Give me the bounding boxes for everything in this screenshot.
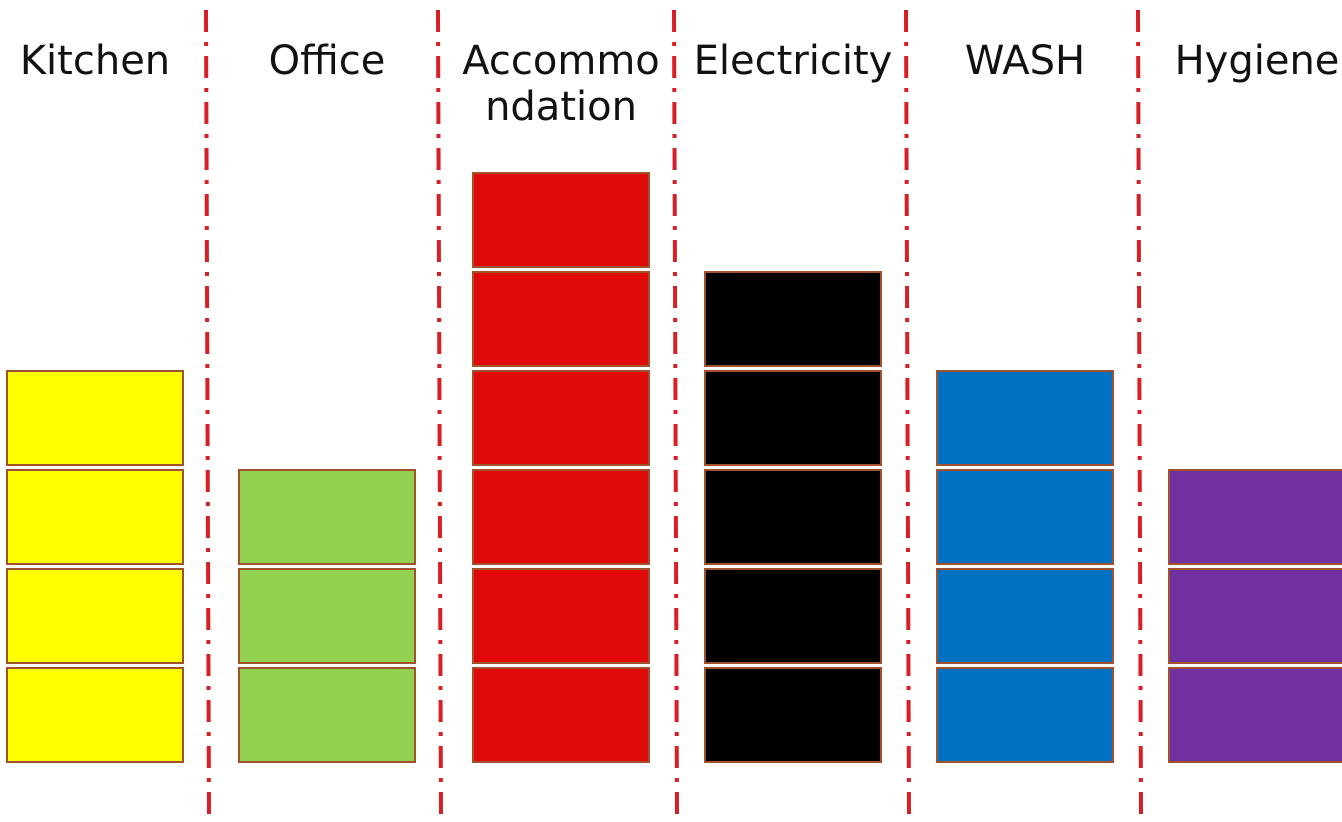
bar-block-wash-1	[936, 667, 1114, 763]
bar-block-office-1	[238, 667, 416, 763]
bar-block-kitchen-4	[6, 370, 184, 466]
column-divider-2	[436, 9, 443, 816]
bar-block-kitchen-2	[6, 568, 184, 664]
bar-block-kitchen-1	[6, 667, 184, 763]
bar-stacks	[6, 172, 1342, 763]
bar-block-office-3	[238, 469, 416, 565]
label-hygiene: Hygiene	[1175, 38, 1340, 84]
label-accommo-ndation: Accommo ndation	[462, 38, 660, 130]
column-divider-5	[1136, 9, 1143, 816]
label-line: Electricity	[694, 38, 893, 84]
bar-block-accommo-ndation-3	[472, 469, 650, 565]
label-line: Accommo	[462, 38, 660, 84]
bar-block-accommo-ndation-4	[472, 370, 650, 466]
bar-block-accommo-ndation-2	[472, 568, 650, 664]
bar-block-wash-3	[936, 469, 1114, 565]
column-divider-4	[904, 9, 911, 816]
bar-block-electricity-5	[704, 271, 882, 367]
label-line: Hygiene	[1175, 38, 1340, 84]
label-electricity: Electricity	[694, 38, 893, 84]
column-dividers	[204, 9, 1143, 816]
column-labels: Kitchen Office Accommo ndation Electricity WA…	[20, 38, 1340, 130]
bar-block-kitchen-3	[6, 469, 184, 565]
bar-block-hygiene-2	[1168, 568, 1342, 664]
bar-block-electricity-4	[704, 370, 882, 466]
bar-block-office-2	[238, 568, 416, 664]
bar-block-wash-4	[936, 370, 1114, 466]
bar-block-electricity-3	[704, 469, 882, 565]
label-line: Office	[269, 38, 386, 84]
label-wash: WASH	[965, 38, 1085, 84]
bar-block-electricity-2	[704, 568, 882, 664]
bar-block-electricity-1	[704, 667, 882, 763]
column-divider-3	[672, 9, 679, 816]
bar-block-hygiene-3	[1168, 469, 1342, 565]
bar-block-accommo-ndation-1	[472, 667, 650, 763]
label-line: WASH	[965, 38, 1085, 84]
bar-block-accommo-ndation-6	[472, 172, 650, 268]
bar-block-wash-2	[936, 568, 1114, 664]
label-line: Kitchen	[20, 38, 170, 84]
label-line: ndation	[485, 84, 637, 130]
bar-block-accommo-ndation-5	[472, 271, 650, 367]
label-office: Office	[269, 38, 386, 84]
bar-block-hygiene-1	[1168, 667, 1342, 763]
label-kitchen: Kitchen	[20, 38, 170, 84]
column-divider-1	[204, 9, 211, 816]
